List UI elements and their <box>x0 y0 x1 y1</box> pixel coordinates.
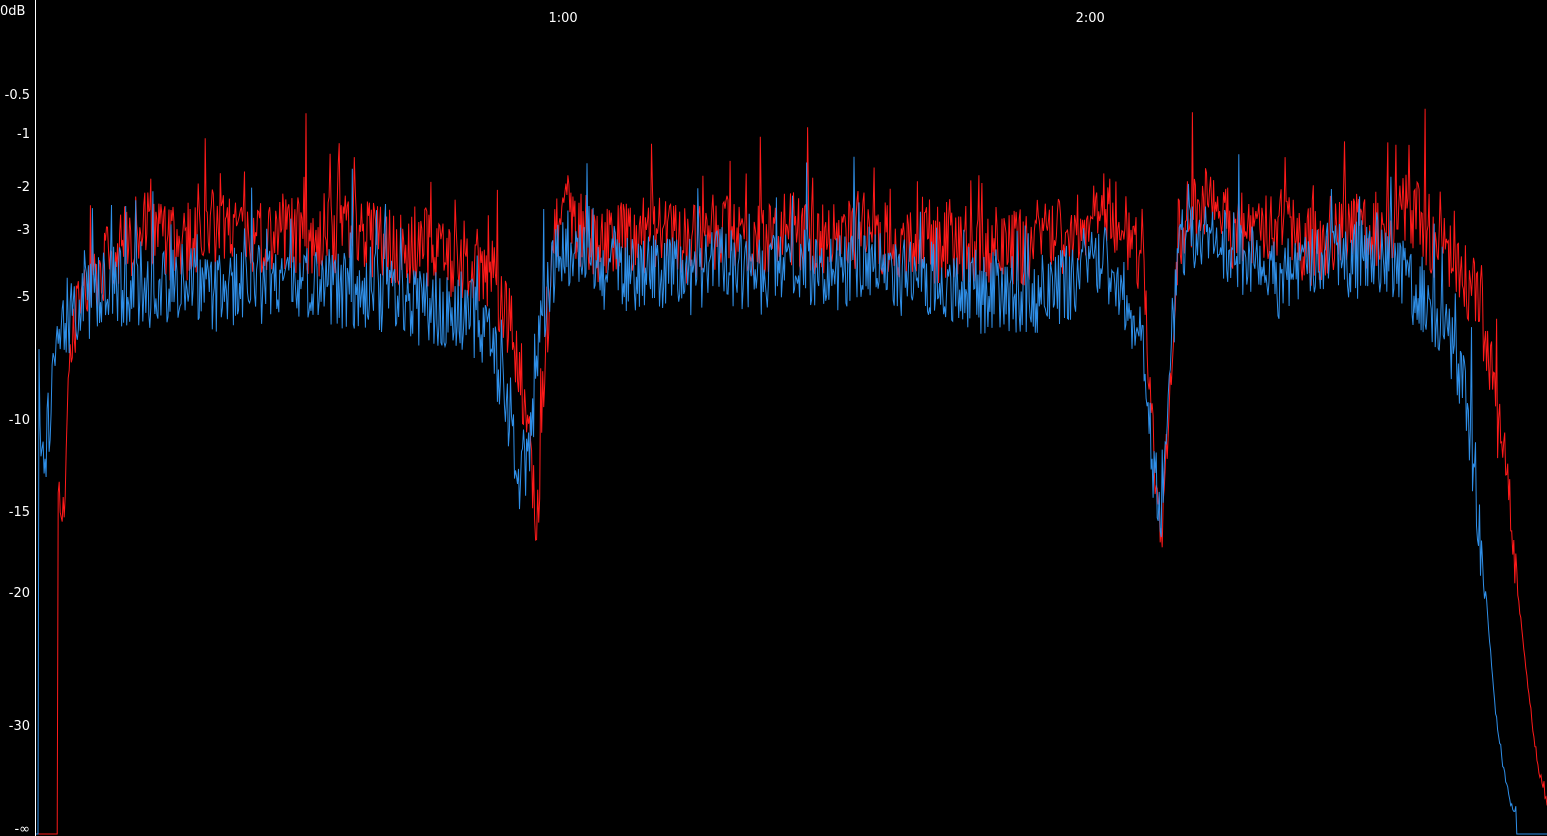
y-tick-label: -∞ <box>14 822 30 836</box>
y-tick-label: -2 <box>17 180 30 195</box>
y-tick-labels: -0.5 -1 -2 -3 -5 -10 -15 -20 -30 -∞ <box>5 88 30 836</box>
y-tick-label: -20 <box>9 586 30 601</box>
y-tick-label: -30 <box>9 719 30 734</box>
y-unit-label: 0dB <box>0 4 25 19</box>
x-tick-labels: 1:00 2:00 <box>548 11 1104 26</box>
waveform-series <box>36 108 1547 835</box>
y-tick-label: -15 <box>9 505 30 520</box>
series-line <box>36 154 1547 835</box>
y-tick-label: -3 <box>17 223 30 238</box>
x-tick-label: 2:00 <box>1076 11 1105 26</box>
y-tick-label: -5 <box>17 290 30 305</box>
y-tick-label: -1 <box>17 127 30 142</box>
x-tick-label: 1:00 <box>548 11 577 26</box>
y-tick-label: -10 <box>9 413 30 428</box>
y-tick-label: -0.5 <box>5 88 30 103</box>
